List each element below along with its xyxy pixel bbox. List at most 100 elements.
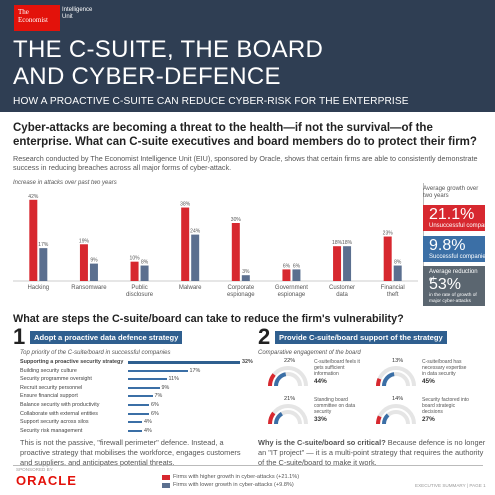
- priority-bar: [128, 412, 149, 415]
- gauge-1: [376, 366, 416, 387]
- category-label: Corporate: [227, 285, 254, 291]
- section1-intro: Research conducted by The Economist Inte…: [13, 154, 478, 172]
- bar-low-2: [140, 265, 149, 281]
- priority-bar: [128, 395, 153, 398]
- priority-bar: [128, 361, 240, 364]
- bar-value-label: 24%: [190, 229, 201, 235]
- priority-value: 17%: [189, 367, 201, 374]
- gauge-blue-value: 27%: [422, 416, 435, 423]
- step2-caption: Comparative engagement of the board: [258, 350, 361, 356]
- stat2-value: 9.8%: [429, 237, 466, 254]
- category-label: theft: [387, 292, 399, 298]
- priority-label: Support security across silos: [20, 419, 89, 426]
- bar-value-label: 6%: [293, 263, 301, 269]
- bar-value-label: 38%: [180, 202, 191, 208]
- gauge-label: C-suite/board feels it gets sufficient i…: [314, 359, 360, 377]
- bar-value-label: 3%: [242, 269, 250, 275]
- sidebar-heading: Average growth over two years: [423, 186, 479, 199]
- priority-bar: [128, 386, 160, 389]
- bar-value-label: 42%: [28, 194, 39, 200]
- priority-row: Supporting a proactive security strategy…: [20, 358, 253, 366]
- priority-bar: [128, 404, 149, 406]
- gauge-label: C-suite/board has necessary expertise in…: [422, 359, 467, 377]
- bar-high-5: [282, 269, 291, 281]
- priority-row: Ensure financial support 7%: [20, 392, 245, 400]
- stat2-box: 9.8% Successful companies: [423, 236, 489, 262]
- gauge-red-value: 21%: [284, 396, 296, 402]
- legend-red-label: Firms with higher growth in cyber-attack…: [173, 474, 300, 480]
- category-label: Malware: [179, 285, 202, 291]
- bar-value-label: 10%: [130, 256, 141, 262]
- gauge-red-arc: [268, 373, 276, 387]
- priority-label: Supporting a proactive security strategy: [20, 359, 124, 365]
- category-label: Ransomware: [71, 285, 107, 291]
- bar-low-1: [89, 263, 98, 281]
- stat1-label: Unsuccessful companies: [429, 223, 495, 229]
- priority-label: Ensure financial support: [20, 393, 78, 400]
- header-banner: The Economist Intelligence Unit THE C-SU…: [0, 0, 495, 112]
- executive-summary-label: EXECUTIVE SUMMARY | PAGE 1: [415, 483, 486, 488]
- chart-title: Increase in attacks over past two years: [13, 180, 117, 186]
- gauge-blue-arc: [382, 413, 390, 425]
- bar-low-7: [393, 265, 402, 281]
- gauge-blue-arc: [382, 372, 395, 387]
- legend-red-swatch: [162, 475, 170, 480]
- priority-row: Collaborate with external entities 6%: [20, 410, 245, 418]
- category-label: Customer: [329, 285, 355, 291]
- oracle-logo: ORACLE: [16, 473, 77, 488]
- intelligence-unit-logo: Intelligence Unit: [62, 7, 93, 20]
- gauge-red-value: 22%: [284, 358, 296, 364]
- step1-caption: Top priority of the C-suite/board in suc…: [20, 350, 171, 356]
- bar-low-3: [191, 234, 200, 281]
- title-line2: AND CYBER-DEFENCE: [13, 63, 281, 90]
- priority-label: Building security culture: [20, 367, 77, 374]
- bar-high-0: [29, 199, 38, 281]
- footer-divider: [13, 465, 483, 466]
- gauge-red-arc: [376, 415, 382, 425]
- stat3-label: in the rate of growth of major cyber-att…: [429, 293, 477, 304]
- sponsored-by-label: SPONSORED BY: [16, 467, 53, 472]
- priority-value: 4%: [144, 427, 152, 434]
- bar-value-label: 18%: [332, 240, 343, 246]
- priority-value: 11%: [168, 376, 179, 383]
- category-label: disclosure: [126, 292, 154, 298]
- priority-value: 9%: [161, 384, 170, 391]
- priority-value: 7%: [154, 393, 163, 400]
- economist-logo: The Economist: [14, 5, 60, 31]
- legend-blue-swatch: [162, 483, 170, 488]
- priority-value: 4%: [144, 419, 152, 426]
- stat1-box: 21.1% Unsuccessful companies: [423, 205, 495, 231]
- bar-low-6: [343, 246, 352, 281]
- category-label: espionage: [227, 292, 255, 298]
- category-label: Hacking: [27, 285, 49, 291]
- gauge-label: Security factored into board strategic d…: [422, 397, 469, 415]
- step2-text-bold: Why is the C-suite/board so critical?: [258, 438, 386, 447]
- category-label: Financial: [381, 285, 405, 291]
- bar-value-label: 8%: [394, 260, 402, 266]
- priority-row: Recruit security personnel 9%: [20, 384, 245, 392]
- bar-high-3: [181, 207, 190, 281]
- legend-blue-label: Firms with lower growth in cyber-attacks…: [173, 482, 294, 488]
- category-label: espionage: [278, 292, 306, 298]
- step2-text-body: Because defence is no longer an "IT proj…: [258, 438, 486, 467]
- gauge-red-arc: [268, 411, 276, 425]
- bar-high-2: [130, 261, 139, 281]
- priority-row: Security programme oversight 11%: [20, 375, 245, 383]
- bar-value-label: 9%: [90, 258, 98, 264]
- category-label: Public: [131, 285, 147, 291]
- gauge-blue-arc: [274, 411, 284, 425]
- step1-text: This is not the passive, "firewall perim…: [20, 438, 250, 468]
- step2-title: Provide C-suite/board support of the str…: [275, 331, 447, 344]
- gauge-blue-value: 45%: [422, 378, 435, 385]
- bar-low-4: [241, 275, 250, 281]
- page-subtitle: HOW A PROACTIVE C-SUITE CAN REDUCE CYBER…: [13, 96, 409, 107]
- bar-high-7: [383, 236, 392, 281]
- priority-row: Balance security with productivity 6%: [20, 401, 245, 409]
- priority-bar: [128, 378, 167, 381]
- priority-row: Security risk management 4%: [20, 427, 245, 435]
- category-label: data: [336, 292, 348, 298]
- priority-bar: [128, 369, 188, 372]
- bar-value-label: 6%: [283, 263, 291, 269]
- gauge-red-arc: [376, 378, 382, 387]
- bar-value-label: 8%: [141, 260, 149, 266]
